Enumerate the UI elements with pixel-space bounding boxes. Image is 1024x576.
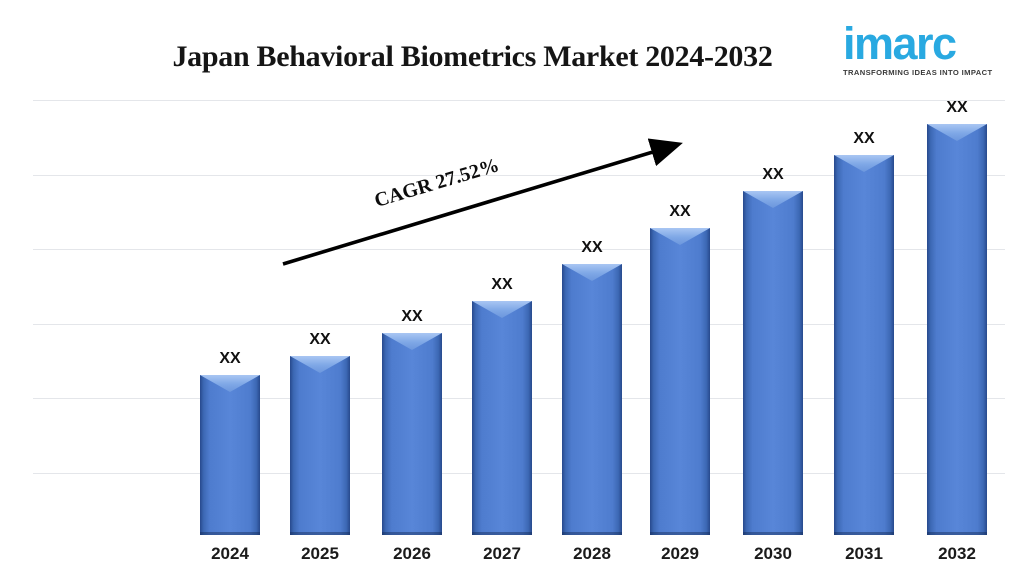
imarc-tagline: TRANSFORMING IDEAS INTO IMPACT bbox=[843, 68, 993, 78]
x-axis-label-2025: 2025 bbox=[301, 544, 339, 563]
bar-value-label-2027: XX bbox=[491, 276, 513, 293]
bar-value-label-2029: XX bbox=[669, 203, 691, 220]
bar-2032 bbox=[927, 124, 987, 535]
x-axis-label-2026: 2026 bbox=[393, 544, 431, 563]
bar-2024 bbox=[200, 375, 260, 535]
bar-bottom-edge bbox=[834, 532, 894, 535]
bar-bottom-edge bbox=[290, 532, 350, 535]
bar-bottom-edge bbox=[743, 532, 803, 535]
bar-value-label-2024: XX bbox=[219, 350, 241, 367]
x-axis-label-2024: 2024 bbox=[211, 544, 249, 563]
bar-face bbox=[562, 264, 622, 535]
bar-bottom-edge bbox=[927, 532, 987, 535]
bar-face bbox=[743, 191, 803, 535]
bar-face bbox=[382, 333, 442, 535]
bar-face bbox=[472, 301, 532, 535]
x-axis-label-2031: 2031 bbox=[845, 544, 883, 563]
x-axis-label-2030: 2030 bbox=[754, 544, 792, 563]
imarc-wordmark: imarc bbox=[843, 18, 957, 69]
bar-2027 bbox=[472, 301, 532, 535]
bar-value-label-2028: XX bbox=[581, 239, 603, 256]
bar-value-label-2030: XX bbox=[762, 166, 784, 183]
bar-2028 bbox=[562, 264, 622, 535]
gridline bbox=[33, 100, 1005, 101]
bar-value-label-2025: XX bbox=[309, 331, 331, 348]
bar-bottom-edge bbox=[562, 532, 622, 535]
bar-face bbox=[290, 356, 350, 535]
bar-2029 bbox=[650, 228, 710, 535]
bar-bottom-edge bbox=[200, 532, 260, 535]
x-axis-label-2027: 2027 bbox=[483, 544, 521, 563]
chart-title: Japan Behavioral Biometrics Market 2024-… bbox=[172, 40, 773, 73]
bar-bottom-edge bbox=[382, 532, 442, 535]
bar-value-label-2026: XX bbox=[401, 308, 423, 325]
imarc-logo: imarc TRANSFORMING IDEAS INTO IMPACT bbox=[843, 18, 993, 78]
plot-area: XX 2024 XX 2025 XX 2026 XX 2027 XX 2028 XX 2029 XX 20… bbox=[33, 99, 1005, 563]
bar-bottom-edge bbox=[472, 532, 532, 535]
x-axis-label-2028: 2028 bbox=[573, 544, 611, 563]
bar-value-label-2032: XX bbox=[946, 99, 968, 116]
bar-face bbox=[834, 155, 894, 535]
bar-2025 bbox=[290, 356, 350, 535]
bar-face bbox=[200, 375, 260, 535]
bar-2030 bbox=[743, 191, 803, 535]
bar-value-label-2031: XX bbox=[853, 130, 875, 147]
bar-2026 bbox=[382, 333, 442, 535]
x-axis-label-2032: 2032 bbox=[938, 544, 976, 563]
x-axis-label-2029: 2029 bbox=[661, 544, 699, 563]
bar-2031 bbox=[834, 155, 894, 535]
bar-face bbox=[927, 124, 987, 535]
bar-face bbox=[650, 228, 710, 535]
bar-bottom-edge bbox=[650, 532, 710, 535]
